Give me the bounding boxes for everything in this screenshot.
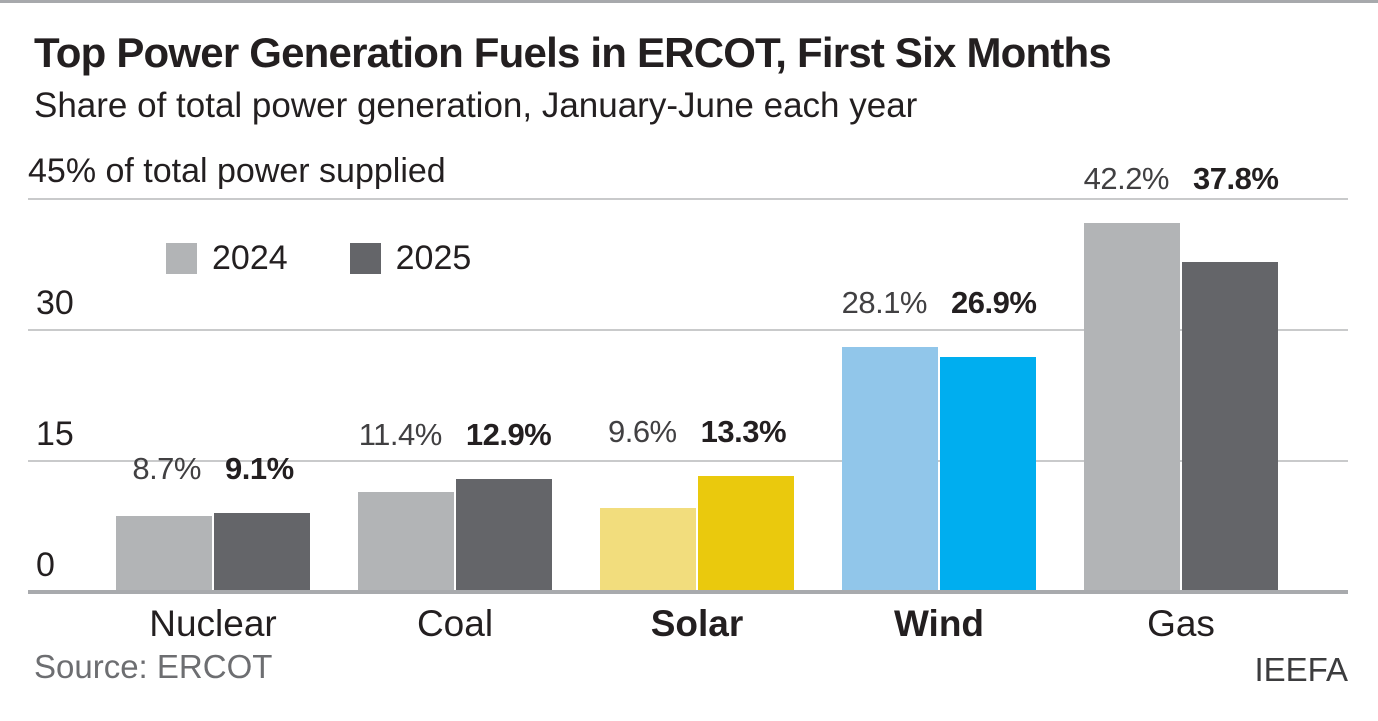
x-axis-baseline xyxy=(28,590,1348,594)
chart-legend: 2024 2025 xyxy=(166,239,471,278)
value-labels-coal: 11.4% 12.9% xyxy=(359,417,552,453)
category-label-gas: Gas xyxy=(1147,603,1215,644)
value-labels-gas: 42.2% 37.8% xyxy=(1084,161,1279,197)
legend-label-2024: 2024 xyxy=(212,239,288,277)
bar-nuclear-2025 xyxy=(214,513,310,592)
category-label-coal: Coal xyxy=(416,603,494,644)
value-labels-solar: 9.6% 13.3% xyxy=(607,414,787,450)
gridline-15 xyxy=(28,460,1348,462)
bar-solar-2024 xyxy=(600,508,696,592)
legend-swatch-2024 xyxy=(166,243,197,274)
y-axis-top-label: 45% of total power supplied xyxy=(28,152,446,190)
bar-solar-2025 xyxy=(698,476,794,592)
chart-title: Top Power Generation Fuels in ERCOT, Fir… xyxy=(34,29,1112,76)
value-labels-wind: 28.1% 26.9% xyxy=(842,285,1037,321)
legend-swatch-2025 xyxy=(349,243,381,274)
y-tick-0: 0 xyxy=(36,546,55,584)
value-label-coal-2025: 12.9% xyxy=(465,417,552,452)
bar-wind-2024 xyxy=(842,347,938,592)
bar-nuclear-2024 xyxy=(116,516,212,592)
chart-subtitle: Share of total power generation, January… xyxy=(34,86,918,125)
legend-item-2025: 2025 xyxy=(349,239,472,278)
value-label-coal-2024: 11.4% xyxy=(358,417,443,452)
gridline-30 xyxy=(28,329,1348,331)
gridline-45 xyxy=(28,198,1348,200)
legend-label-2025: 2025 xyxy=(395,239,472,277)
value-labels-nuclear: 8.7% 9.1% xyxy=(132,451,294,487)
y-tick-15: 15 xyxy=(36,415,74,453)
value-label-wind-2025: 26.9% xyxy=(951,285,1037,320)
legend-item-2024: 2024 xyxy=(166,239,288,278)
bar-coal-2025 xyxy=(456,479,552,592)
category-label-nuclear: Nuclear xyxy=(149,603,277,644)
credit-note: IEEFA xyxy=(1254,651,1348,688)
category-label-wind: Wind xyxy=(893,603,985,644)
value-label-nuclear-2025: 9.1% xyxy=(225,451,294,486)
value-label-gas-2025: 37.8% xyxy=(1193,161,1279,196)
value-label-wind-2024: 28.1% xyxy=(841,285,928,320)
bar-coal-2024 xyxy=(358,492,454,592)
value-label-gas-2024: 42.2% xyxy=(1083,161,1170,196)
plot-area: 0 15 30 8.7% 9.1% Nuclear 11.4% 12.9% Coal 9.6% 13… xyxy=(0,3,1378,721)
category-label-solar: Solar xyxy=(650,603,744,644)
value-label-solar-2024: 9.6% xyxy=(607,414,677,449)
value-label-solar-2025: 13.3% xyxy=(700,414,787,449)
source-note: Source: ERCOT xyxy=(34,648,273,685)
y-tick-30: 30 xyxy=(36,284,74,322)
bar-wind-2025 xyxy=(940,357,1036,592)
value-label-nuclear-2024: 8.7% xyxy=(132,451,201,486)
bar-gas-2024 xyxy=(1084,223,1180,592)
bar-gas-2025 xyxy=(1182,262,1278,592)
